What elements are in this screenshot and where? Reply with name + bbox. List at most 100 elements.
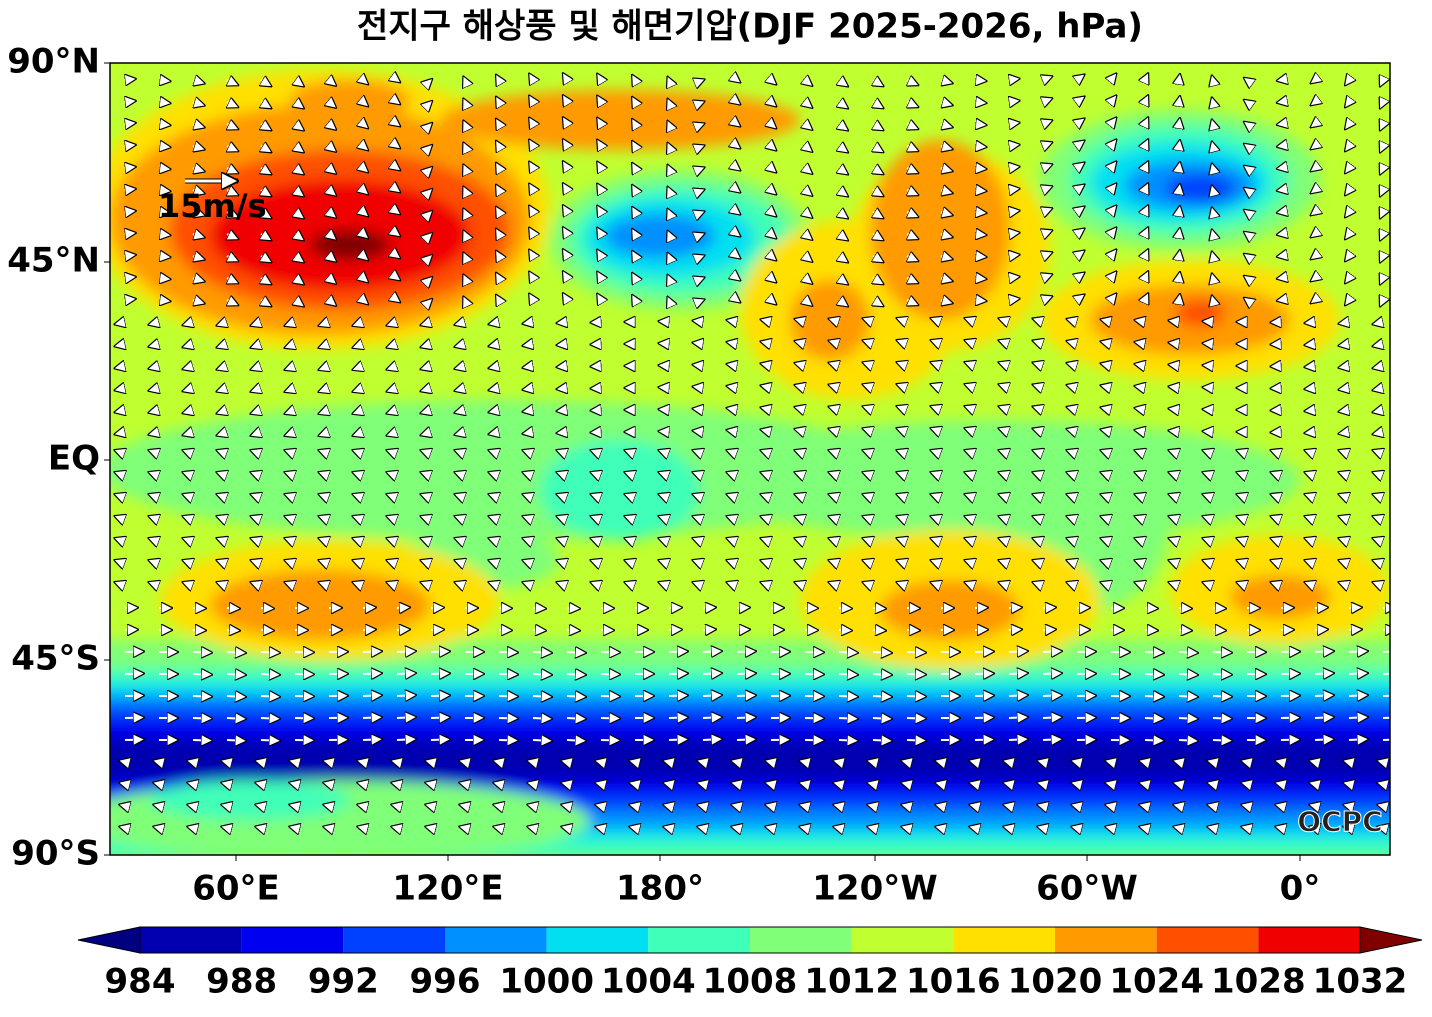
wind-arrow bbox=[222, 761, 227, 762]
wind-arrow bbox=[970, 827, 975, 828]
wind-arrow bbox=[659, 365, 669, 366]
wind-arrow bbox=[460, 761, 465, 762]
wind-arrow bbox=[1305, 410, 1315, 411]
wind-arrow bbox=[1213, 652, 1231, 653]
wind-arrow bbox=[975, 256, 986, 257]
wind-arrow bbox=[464, 143, 465, 146]
wind-arrow bbox=[494, 827, 499, 828]
wind-arrow bbox=[125, 673, 143, 674]
wind-arrow bbox=[1174, 827, 1179, 828]
wind-arrow bbox=[1245, 188, 1247, 190]
wind-arrow bbox=[1278, 102, 1281, 103]
wind-arrow bbox=[1349, 651, 1367, 652]
wind-arrow bbox=[1043, 607, 1055, 608]
wind-arrow bbox=[1203, 365, 1213, 366]
wind-arrow bbox=[533, 630, 545, 631]
lon-label: 60°E bbox=[192, 869, 280, 909]
wind-arrow bbox=[1276, 783, 1281, 784]
wind-arrow bbox=[567, 652, 585, 653]
wind-arrow bbox=[567, 696, 585, 697]
wind-arrow bbox=[1278, 234, 1281, 235]
wind-arrow bbox=[1004, 805, 1009, 806]
wind-arrow bbox=[669, 717, 687, 718]
wind-arrow bbox=[324, 783, 329, 784]
wind-arrow bbox=[392, 761, 397, 762]
wind-arrow bbox=[256, 783, 261, 784]
wind-arrow bbox=[120, 761, 125, 762]
wind-arrow bbox=[562, 761, 567, 762]
wind-arrow bbox=[1169, 365, 1179, 366]
wind-arrow bbox=[261, 718, 279, 719]
wind-arrow bbox=[261, 674, 279, 675]
wind-arrow bbox=[1179, 740, 1197, 741]
wind-arrow bbox=[120, 805, 125, 806]
wind-arrow bbox=[1349, 695, 1367, 696]
wind-arrow bbox=[227, 718, 245, 719]
wind-arrow bbox=[1212, 142, 1213, 146]
wind-arrow bbox=[1278, 278, 1281, 279]
field-blob bbox=[700, 420, 1300, 540]
wind-arrow bbox=[737, 673, 755, 674]
wind-arrow bbox=[193, 718, 211, 719]
wind-arrow bbox=[533, 718, 551, 719]
wind-arrow bbox=[902, 761, 907, 762]
wind-arrow bbox=[766, 761, 771, 762]
field-blob bbox=[290, 80, 410, 120]
wind-arrow bbox=[839, 608, 851, 609]
wind-arrow bbox=[693, 431, 703, 432]
colorbar-tick-label: 1028 bbox=[1211, 962, 1306, 1002]
wind-arrow bbox=[1349, 629, 1361, 630]
lat-label: EQ bbox=[48, 439, 100, 479]
wind-arrow bbox=[737, 739, 755, 740]
lat-label: 90°N bbox=[7, 42, 100, 82]
wind-arrow bbox=[1315, 607, 1327, 608]
wind-arrow bbox=[669, 673, 687, 674]
wind-arrow bbox=[464, 209, 465, 212]
wind-arrow bbox=[1245, 254, 1247, 256]
colorbar-box bbox=[750, 927, 852, 953]
wind-arrow bbox=[737, 651, 755, 652]
wind-arrow bbox=[1245, 122, 1247, 124]
wind-arrow bbox=[1009, 123, 1019, 124]
wind-arrow bbox=[1278, 300, 1281, 301]
wind-arrow bbox=[460, 805, 465, 806]
wind-arrow bbox=[1009, 277, 1019, 278]
wind-arrow bbox=[533, 608, 545, 609]
wind-arrow bbox=[907, 652, 925, 653]
wind-arrow bbox=[693, 365, 703, 366]
wind-arrow bbox=[397, 739, 415, 740]
field-blob bbox=[150, 780, 350, 820]
wind-arrow bbox=[125, 299, 135, 300]
wind-arrow bbox=[1278, 124, 1281, 125]
colorbar-box bbox=[343, 927, 445, 953]
wind-arrow bbox=[970, 783, 975, 784]
wind-arrow bbox=[737, 717, 755, 718]
wind-arrow bbox=[1212, 208, 1213, 212]
wind-arrow bbox=[834, 827, 839, 828]
wind-arrow bbox=[1179, 652, 1197, 653]
wind-arrow bbox=[533, 740, 551, 741]
wind-arrow bbox=[1383, 651, 1401, 652]
wind-arrow bbox=[392, 827, 397, 828]
wind-arrow bbox=[154, 783, 159, 784]
wind-arrow bbox=[533, 652, 551, 653]
wind-arrow bbox=[703, 607, 715, 608]
wind-arrow bbox=[1179, 75, 1180, 80]
wind-arrow bbox=[464, 77, 465, 80]
wind-arrow bbox=[698, 805, 703, 806]
wind-arrow bbox=[1315, 739, 1333, 740]
wind-arrow bbox=[975, 234, 986, 235]
wind-arrow bbox=[907, 740, 925, 741]
lat-label: 90°S bbox=[11, 834, 100, 874]
wind-arrow bbox=[936, 827, 941, 828]
wind-arrow bbox=[1140, 783, 1145, 784]
wind-arrow bbox=[800, 761, 805, 762]
wind-arrow bbox=[188, 783, 193, 784]
wind-arrow bbox=[1245, 78, 1247, 80]
wind-arrow bbox=[902, 827, 907, 828]
wind-arrow bbox=[1276, 761, 1281, 762]
wind-arrow bbox=[1310, 783, 1315, 784]
wind-arrow bbox=[426, 805, 431, 806]
wind-arrow bbox=[659, 321, 669, 322]
wind-arrow bbox=[1378, 761, 1383, 762]
